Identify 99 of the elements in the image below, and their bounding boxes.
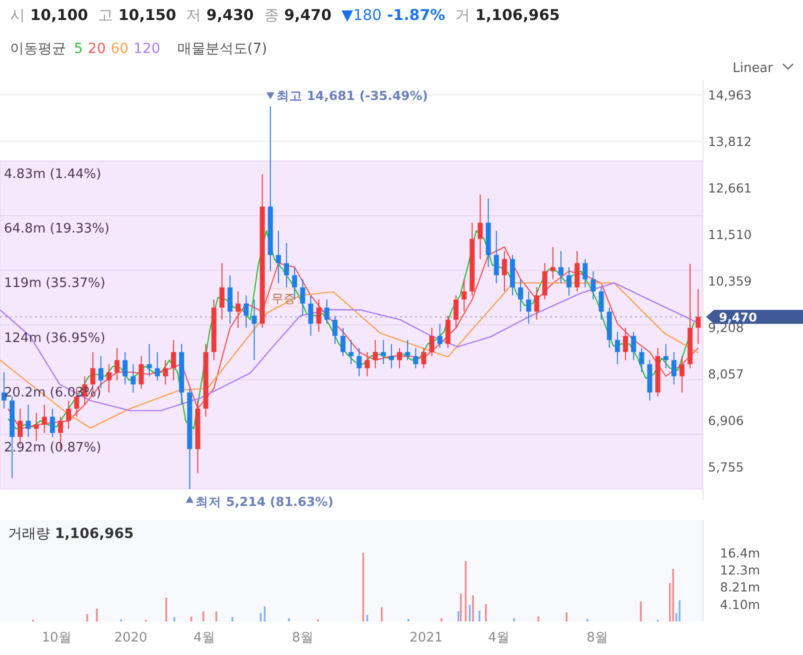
candlestick [534, 286, 540, 320]
x-tick-label: 2021 [410, 630, 443, 646]
candlestick [663, 343, 668, 369]
candlestick [308, 294, 314, 336]
candlestick [171, 339, 176, 381]
y-tick-label: 10,359 [708, 273, 752, 288]
candlestick [154, 352, 160, 381]
text: 고 10,150 [98, 6, 176, 24]
candlestick [122, 352, 128, 385]
text: 60 [110, 41, 129, 57]
chart-title: 거래량 1,106,965 [8, 526, 134, 542]
annotation: 최저 5,214 (81.63%) [196, 494, 334, 509]
candlestick [696, 288, 701, 344]
candlestick [106, 364, 112, 393]
candlestick [316, 299, 322, 332]
candlestick [494, 230, 499, 284]
candlestick [413, 348, 418, 369]
candlestick [454, 294, 459, 328]
candlestick [429, 327, 434, 357]
candlestick [162, 360, 168, 385]
candlestick [236, 290, 241, 328]
candlestick [405, 339, 410, 361]
y-tick-label: 8,057 [708, 366, 744, 382]
y-tick-label: 6,906 [708, 413, 744, 428]
candlestick [300, 278, 306, 316]
candlestick [598, 286, 604, 320]
y-tick-label: 11,510 [708, 226, 752, 242]
y-tick-label: 4.10m [720, 596, 760, 612]
y-tick-label: 16.4m [720, 546, 760, 560]
candlestick [348, 339, 354, 365]
candlestick [478, 194, 483, 260]
text: ▼180 -1.87% [342, 6, 446, 24]
candlestick [219, 262, 224, 320]
x-tick-label: 8월 [586, 630, 608, 646]
candlestick [130, 364, 136, 393]
candlestick [42, 404, 47, 434]
candlestick [284, 242, 290, 288]
legend-title: 이동평균 [10, 41, 66, 57]
text: 저 9,430 [186, 6, 254, 24]
band-label: 64.8m (19.33%) [4, 222, 110, 237]
candlestick [526, 290, 532, 324]
y-tick-label: 12.3m [720, 562, 760, 578]
candlestick [276, 230, 281, 284]
candlestick [114, 348, 120, 381]
candlestick [356, 348, 362, 377]
candlestick [582, 258, 588, 288]
band-label: 4.83m (1.44%) [4, 166, 102, 182]
candlestick [614, 331, 620, 365]
x-tick-label: 4월 [488, 630, 510, 646]
candlestick [372, 339, 378, 369]
candlestick [146, 343, 152, 377]
candlestick [502, 250, 507, 292]
text: 시 10,100 [10, 6, 88, 24]
y-tick-label: 14,963 [708, 87, 752, 102]
candlestick [340, 327, 346, 357]
band-label: 119m (35.37%) [4, 276, 106, 292]
candlestick [623, 327, 628, 361]
candlestick [590, 270, 596, 300]
candlestick [26, 404, 31, 438]
candlestick [252, 299, 257, 361]
text: 120 [134, 41, 160, 57]
text: 거 1,106,965 [455, 6, 560, 24]
candlestick [550, 246, 556, 280]
candlestick [558, 250, 564, 284]
candlestick [98, 356, 104, 389]
candlestick [421, 348, 426, 369]
candlestick [50, 408, 55, 438]
candlestick [138, 356, 144, 389]
annotation: 최고 14,681 (-35.49%) [276, 88, 428, 104]
y-tick-label: 12,661 [708, 180, 752, 196]
candlestick [66, 400, 72, 430]
y-tick-label: 13,812 [708, 134, 752, 149]
candlestick [566, 266, 572, 296]
x-tick-label: 8월 [292, 630, 314, 646]
candlestick [332, 315, 338, 344]
text: 종 9,470 [264, 6, 332, 24]
candlestick [397, 348, 402, 369]
candlestick [244, 294, 249, 328]
x-tick-label: 2020 [114, 630, 148, 646]
text: Linear [732, 61, 774, 76]
text: 20 [88, 41, 106, 57]
candlestick [639, 348, 644, 373]
candlestick [388, 343, 394, 369]
x-tick-label: 10월 [42, 630, 72, 646]
candlestick [437, 323, 442, 349]
text: 매물분석도(7) [177, 41, 268, 57]
candlestick [671, 352, 676, 385]
candlestick [631, 331, 636, 361]
candlestick [518, 278, 524, 312]
candlestick [380, 339, 386, 365]
y-tick-label: 8.21m [720, 580, 760, 595]
candlestick [34, 412, 39, 442]
candlestick [364, 352, 370, 377]
text: 5 [74, 41, 83, 57]
candlestick [324, 299, 330, 324]
y-tick-label: 5,755 [708, 460, 744, 475]
candlestick [680, 356, 685, 393]
x-tick-label: 4월 [194, 630, 215, 646]
candlestick [462, 278, 467, 312]
